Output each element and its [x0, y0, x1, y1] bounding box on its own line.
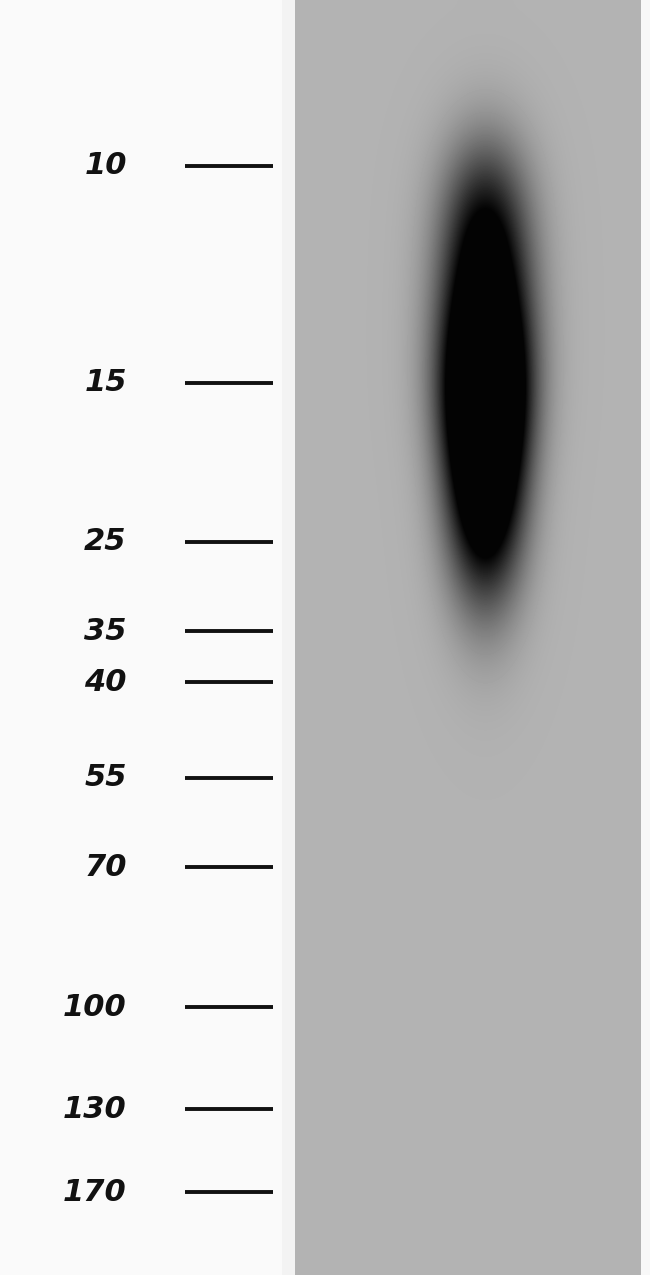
Text: 100: 100 — [63, 993, 127, 1021]
Text: 70: 70 — [84, 853, 127, 881]
Text: 35: 35 — [84, 617, 127, 645]
Text: 170: 170 — [63, 1178, 127, 1206]
Text: 130: 130 — [63, 1095, 127, 1123]
Text: 55: 55 — [84, 764, 127, 792]
Text: 40: 40 — [84, 668, 127, 696]
Text: 25: 25 — [84, 528, 127, 556]
Text: 10: 10 — [84, 152, 127, 180]
Text: 15: 15 — [84, 368, 127, 397]
